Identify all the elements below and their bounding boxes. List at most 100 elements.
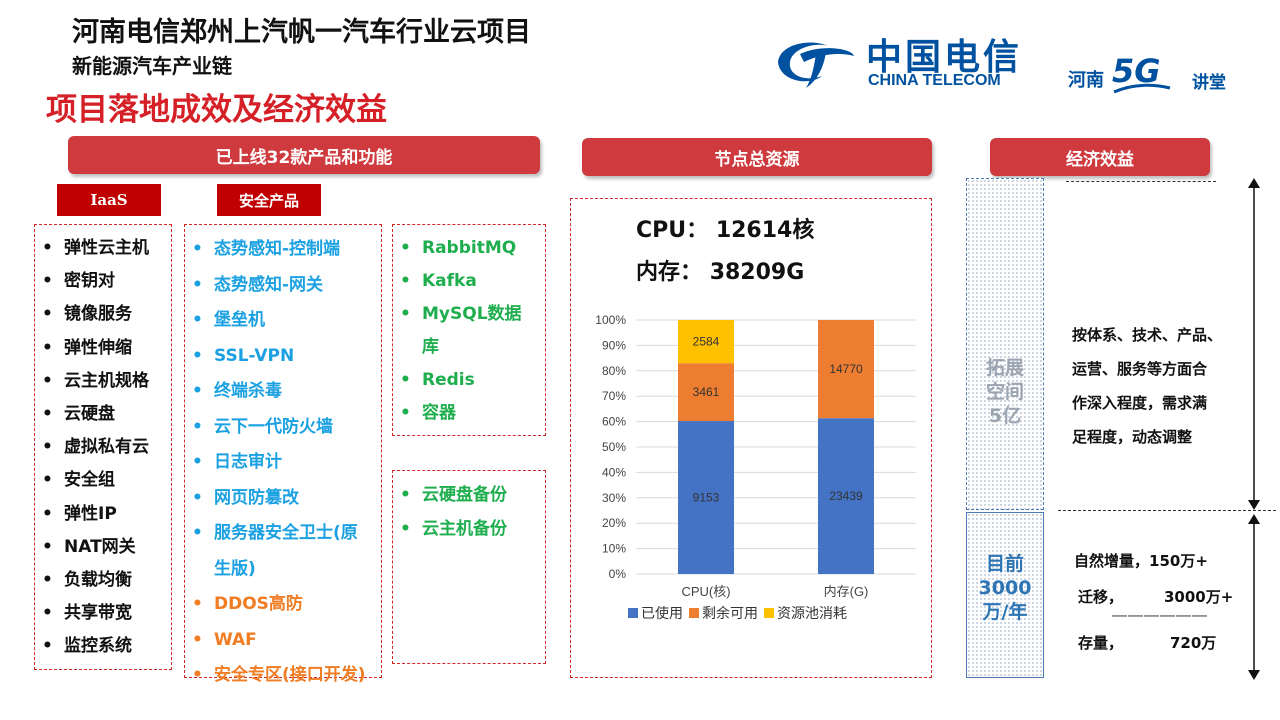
list-item: • 日志审计: [192, 452, 282, 472]
list-item: • 态势感知-控制端: [192, 239, 341, 259]
list-item: • 云硬盘备份: [400, 485, 507, 505]
economics-header: 经济效益: [990, 138, 1210, 176]
cpu-total: CPU： 12614核: [636, 212, 814, 244]
list-item: • 镜像服务: [42, 304, 132, 325]
list-item: • 虚拟私有云: [42, 437, 149, 458]
bar-segment: [678, 363, 734, 422]
henan-5g-logo: 河南 5G 讲堂: [1068, 52, 1258, 98]
iaas-tag: IaaS: [57, 184, 161, 216]
row-label: 自然增量，: [1074, 552, 1150, 570]
bar-segment: [678, 320, 734, 364]
list-item: • MySQL数据: [400, 304, 522, 324]
security-tag: 安全产品: [217, 184, 321, 216]
list-item: • 云下一代防火墙: [192, 416, 333, 437]
legend-label: 剩余可用: [702, 605, 758, 621]
cpu-label: CPU：: [636, 218, 709, 243]
legend-swatch: [764, 608, 774, 618]
list-item: • WAF: [192, 629, 257, 650]
list-item: • 弹性云主机: [42, 238, 149, 258]
current-line: 目前: [985, 553, 1024, 575]
list-item: • 云主机规格: [42, 370, 149, 391]
y-tick-label: 100%: [595, 313, 626, 327]
y-tick-label: 80%: [602, 364, 626, 378]
list-item: • 云主机备份: [400, 519, 507, 539]
iaas-list: • 弹性云主机 • 密钥对 • 镜像服务 • 弹性伸缩 • 云主机规格 • 云硬盘 • 虚拟私…: [42, 232, 149, 664]
china-telecom-logo: 中国电信 CHINA TELECOM: [770, 28, 1060, 96]
middleware-box: [392, 224, 546, 436]
y-tick-label: 30%: [602, 491, 626, 505]
list-item-continued: 库: [422, 337, 439, 357]
list-item: • 负载均衡: [42, 570, 132, 591]
list-item: • 监控系统: [42, 636, 132, 657]
list-item: • 堡垒机: [192, 310, 265, 330]
middleware-list: • RabbitMQ • Kafka • MySQL数据 库 • Redis • 容器: [400, 232, 522, 430]
list-item: • NAT网关: [42, 536, 136, 557]
data-label: 3461: [693, 385, 720, 399]
row-value: 720万: [1170, 634, 1217, 652]
list-item: • 容器: [400, 403, 456, 423]
y-tick-label: 40%: [602, 465, 626, 479]
bar-segment: [818, 418, 874, 574]
expand-line: 空间: [985, 381, 1024, 403]
list-item: • 弹性IP: [42, 503, 117, 524]
security-list: • 态势感知-控制端 • 态势感知-网关 • 堡垒机 • SSL-VPN • 终端杀毒 •…: [192, 232, 366, 694]
current-range-arrow-icon: [1248, 514, 1260, 680]
current-line: 3000: [978, 577, 1032, 599]
swoosh-icon: [1113, 83, 1171, 94]
list-item: • RabbitMQ: [400, 238, 517, 258]
row-label: 迁移，: [1078, 588, 1124, 606]
iaas-box: [34, 224, 172, 670]
bar-segment: [818, 320, 874, 419]
description-line: 足程度，动态调整: [1072, 428, 1193, 446]
project-subtitle: 新能源汽车产业链: [72, 54, 232, 78]
logo-chinese-text: 中国电信: [866, 36, 1023, 78]
list-item: • 云硬盘: [42, 404, 115, 425]
list-item: • 服务器安全卫士(原: [192, 523, 358, 543]
china-telecom-emblem-icon: [778, 42, 854, 88]
legend-label: 资源池消耗: [777, 605, 847, 621]
current-label: 目前 3000 万/年: [966, 552, 1044, 624]
expand-line: 5亿: [988, 405, 1022, 427]
security-box: [184, 224, 382, 678]
list-item: • 安全专区(接口开发): [192, 665, 366, 685]
backup-list: • 云硬盘备份 • 云主机备份: [400, 478, 507, 546]
products-header: 已上线32款产品和功能: [68, 136, 540, 174]
expand-description: 按体系、技术、产品、 运营、服务等方面合 作深入程度，需求满 足程度，动态调整: [1072, 318, 1222, 454]
cpu-value: 12614核: [715, 218, 815, 243]
expand-column: [966, 178, 1044, 510]
y-tick-label: 50%: [602, 440, 626, 454]
y-tick-label: 90%: [602, 338, 626, 352]
list-item: • Kafka: [400, 271, 477, 291]
y-tick-label: 0%: [609, 567, 627, 581]
mid-guide-line: [1058, 510, 1276, 511]
list-item: • DDOS高防: [192, 594, 303, 614]
description-line: 运营、服务等方面合: [1072, 360, 1208, 378]
legend-swatch: [689, 608, 699, 618]
resource-usage-chart: 0% 10% 20% 30% 40% 50% 60% 70% 80% 90% 100% 9153 346…: [595, 313, 916, 621]
revenue-row-stock: 存量， 720万: [1078, 632, 1216, 653]
expand-label: 拓展 空间 5亿: [966, 356, 1044, 428]
list-item: • 共享带宽: [42, 603, 132, 624]
y-tick-label: 10%: [602, 542, 626, 556]
x-tick-label: 内存(G): [824, 584, 869, 599]
description-line: 按体系、技术、产品、: [1072, 326, 1223, 344]
data-label: 23439: [829, 489, 863, 503]
row-value: 150万+: [1149, 552, 1208, 570]
mem-total: 内存： 38209G: [636, 254, 804, 286]
current-line: 万/年: [982, 601, 1028, 623]
logo2-right-text: 讲堂: [1192, 73, 1226, 93]
list-item: • 弹性伸缩: [42, 337, 132, 358]
row-label: 存量，: [1078, 634, 1124, 652]
list-item-continued: 生版): [214, 558, 256, 579]
page-title: 项目落地成效及经济效益: [46, 92, 387, 128]
data-label: 9153: [693, 491, 720, 505]
list-item: • 安全组: [42, 470, 115, 491]
list-item: • Redis: [400, 370, 475, 390]
y-tick-label: 20%: [602, 516, 626, 530]
resources-header: 节点总资源: [582, 138, 932, 176]
mem-label: 内存：: [636, 260, 703, 285]
description-line: 作深入程度，需求满: [1072, 394, 1208, 412]
bar-segment: [678, 421, 734, 574]
resources-box: [570, 198, 932, 678]
list-item: • 终端杀毒: [192, 381, 282, 401]
